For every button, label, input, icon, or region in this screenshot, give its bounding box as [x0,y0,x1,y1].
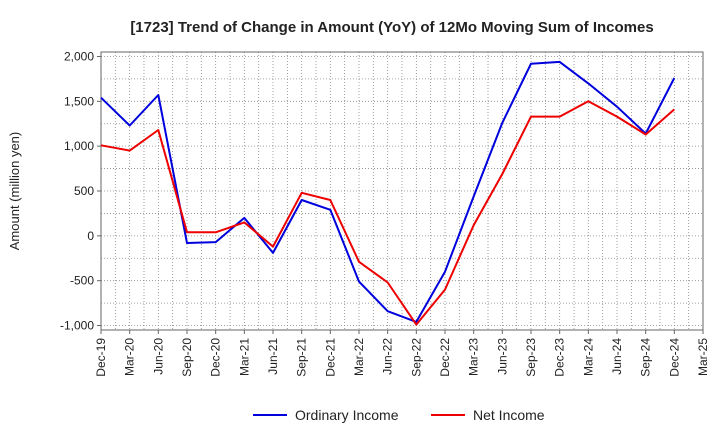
x-tick-label: Mar-25 [696,338,710,376]
y-tick-label: 500 [74,184,94,198]
x-tick-label: Jun-22 [381,338,395,375]
grid [100,51,704,331]
x-tick-label: Dec-24 [667,338,681,377]
x-tick-label: Jun-23 [495,338,509,375]
x-tick-label: Dec-19 [94,338,108,377]
legend-label: Net Income [473,407,545,423]
x-tick-label: Dec-22 [438,338,452,377]
x-tick-label: Jun-24 [610,338,624,375]
tick-labels: -1,000 -500 0 500 1,000 1,500 2,000 Dec-19 Mar-2… [60,49,710,376]
x-tick-label: Mar-20 [123,338,137,376]
x-tick-label: Mar-21 [237,338,251,376]
series-lines [100,60,676,326]
x-tick-label: Sep-22 [409,338,423,377]
chart-title: [1723] Trend of Change in Amount (YoY) o… [130,19,653,36]
x-tick-label: Jun-20 [151,338,165,375]
legend-label: Ordinary Income [295,407,399,423]
series-line-ordinary-income [100,60,676,323]
x-tick-label: Mar-24 [581,338,595,376]
y-tick-label: 1,500 [64,94,94,108]
y-tick-label: 0 [87,229,94,243]
legend: Ordinary Income Net Income [253,407,545,423]
series-line-net-income [100,100,675,326]
x-tick-label: Sep-20 [180,338,194,377]
y-tick-label: -500 [70,274,94,288]
x-tick-label: Dec-21 [323,338,337,377]
x-tick-label: Dec-20 [209,338,223,377]
y-tick-label: -1,000 [60,319,94,333]
x-tick-label: Mar-23 [467,338,481,376]
x-tick-label: Mar-22 [352,338,366,376]
x-tick-label: Sep-24 [639,338,653,377]
y-tick-label: 1,000 [64,139,94,153]
x-tick-label: Jun-21 [266,338,280,375]
x-tick-label: Sep-21 [295,338,309,377]
y-axis-label: Amount (million yen) [7,132,22,251]
x-tick-label: Sep-23 [524,338,538,377]
y-tick-label: 2,000 [64,49,94,63]
x-tick-label: Dec-23 [553,338,567,377]
